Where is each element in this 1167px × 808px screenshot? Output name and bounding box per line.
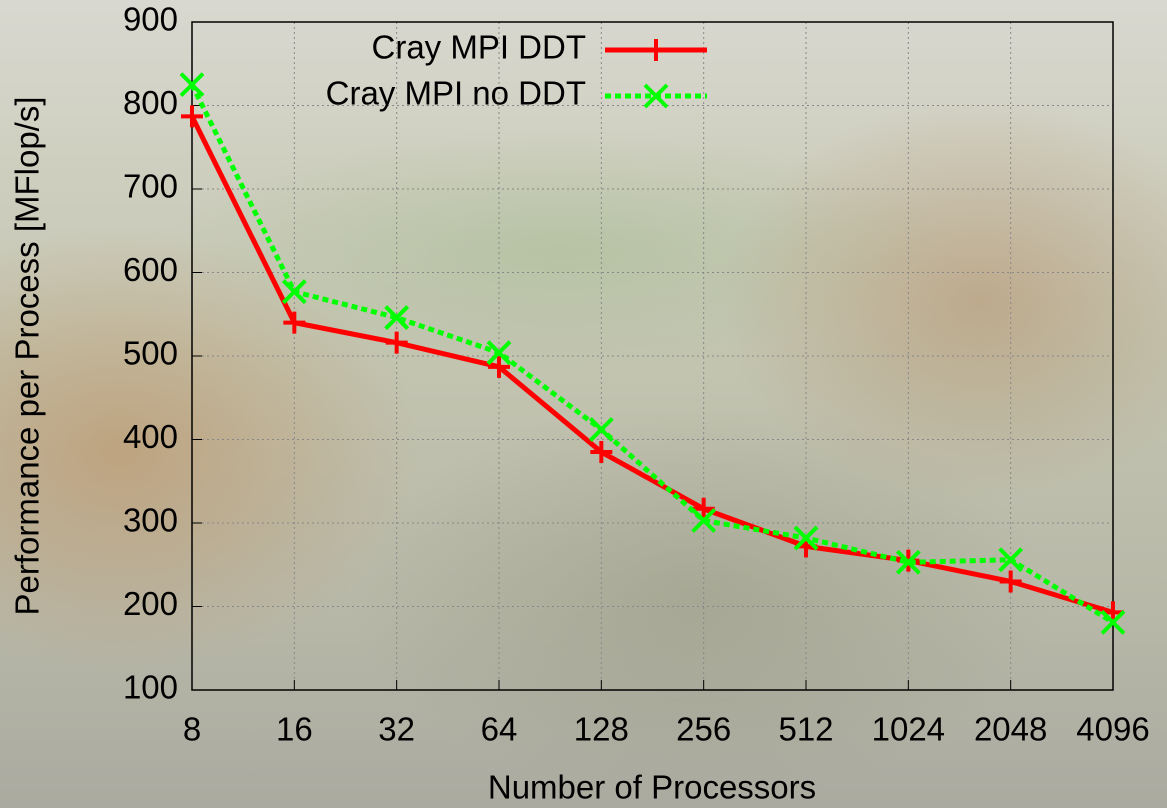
marker bbox=[181, 105, 203, 127]
y-tick-label: 400 bbox=[123, 418, 178, 455]
marker bbox=[1000, 570, 1022, 592]
y-tick-label: 800 bbox=[123, 84, 178, 121]
y-axis-title: Performance per Process [MFlop/s] bbox=[9, 96, 46, 615]
x-tick-label: 512 bbox=[778, 711, 833, 748]
x-tick-label: 4096 bbox=[1076, 711, 1149, 748]
x-tick-label: 1024 bbox=[872, 711, 945, 748]
y-tick-label: 900 bbox=[123, 1, 178, 38]
x-axis-title: Number of Processors bbox=[488, 769, 816, 806]
y-tick-label: 100 bbox=[123, 669, 178, 706]
y-tick-label: 600 bbox=[123, 251, 178, 288]
y-tick-label: 700 bbox=[123, 168, 178, 205]
legend-label: Cray MPI no DDT bbox=[326, 75, 586, 112]
x-tick-label: 256 bbox=[676, 711, 731, 748]
x-tick-label: 128 bbox=[574, 711, 629, 748]
marker bbox=[283, 312, 305, 334]
x-tick-label: 8 bbox=[183, 711, 201, 748]
x-tick-label: 2048 bbox=[974, 711, 1047, 748]
x-tick-label: 64 bbox=[481, 711, 518, 748]
y-tick-label: 300 bbox=[123, 502, 178, 539]
page: {"chart_data": {"type": "line", "x_label… bbox=[0, 0, 1167, 808]
marker bbox=[386, 332, 408, 354]
series-line bbox=[192, 85, 1113, 623]
marker bbox=[283, 281, 305, 303]
legend-marker bbox=[645, 39, 667, 61]
legend-label: Cray MPI DDT bbox=[372, 29, 587, 66]
x-tick-label: 16 bbox=[276, 711, 313, 748]
series-line bbox=[192, 116, 1113, 612]
x-tick-label: 32 bbox=[378, 711, 415, 748]
y-tick-label: 500 bbox=[123, 335, 178, 372]
y-tick-label: 200 bbox=[123, 585, 178, 622]
chart: Number of Processors Performance per Pro… bbox=[0, 0, 1167, 808]
